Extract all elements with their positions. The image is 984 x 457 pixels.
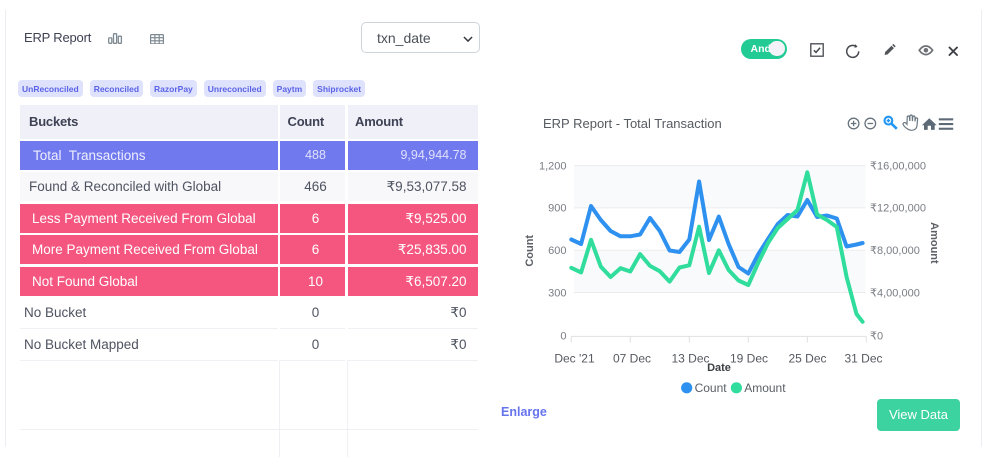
- svg-text:0: 0: [560, 331, 566, 343]
- svg-text:600: 600: [548, 245, 566, 257]
- svg-text:300: 300: [548, 287, 566, 299]
- svg-text:Date: Date: [707, 362, 731, 374]
- svg-text:Count: Count: [524, 235, 536, 267]
- svg-text:Dec '21: Dec '21: [554, 351, 595, 365]
- svg-text:₹4,00,000: ₹4,00,000: [870, 287, 920, 299]
- svg-text:Amount: Amount: [928, 222, 940, 264]
- svg-text:13 Dec: 13 Dec: [671, 351, 709, 365]
- svg-text:₹8,00,000: ₹8,00,000: [870, 245, 920, 257]
- svg-text:Amount: Amount: [744, 381, 786, 395]
- svg-text:25 Dec: 25 Dec: [788, 351, 826, 365]
- svg-text:₹0: ₹0: [870, 331, 883, 343]
- svg-text:31 Dec: 31 Dec: [844, 351, 882, 365]
- svg-text:Count: Count: [695, 381, 728, 395]
- svg-text:₹12,00,000: ₹12,00,000: [870, 203, 926, 215]
- svg-text:19 Dec: 19 Dec: [730, 351, 768, 365]
- svg-text:07 Dec: 07 Dec: [613, 351, 651, 365]
- svg-text:900: 900: [548, 203, 566, 215]
- svg-text:1,200: 1,200: [539, 160, 567, 172]
- svg-text:₹16,00,000: ₹16,00,000: [870, 160, 926, 172]
